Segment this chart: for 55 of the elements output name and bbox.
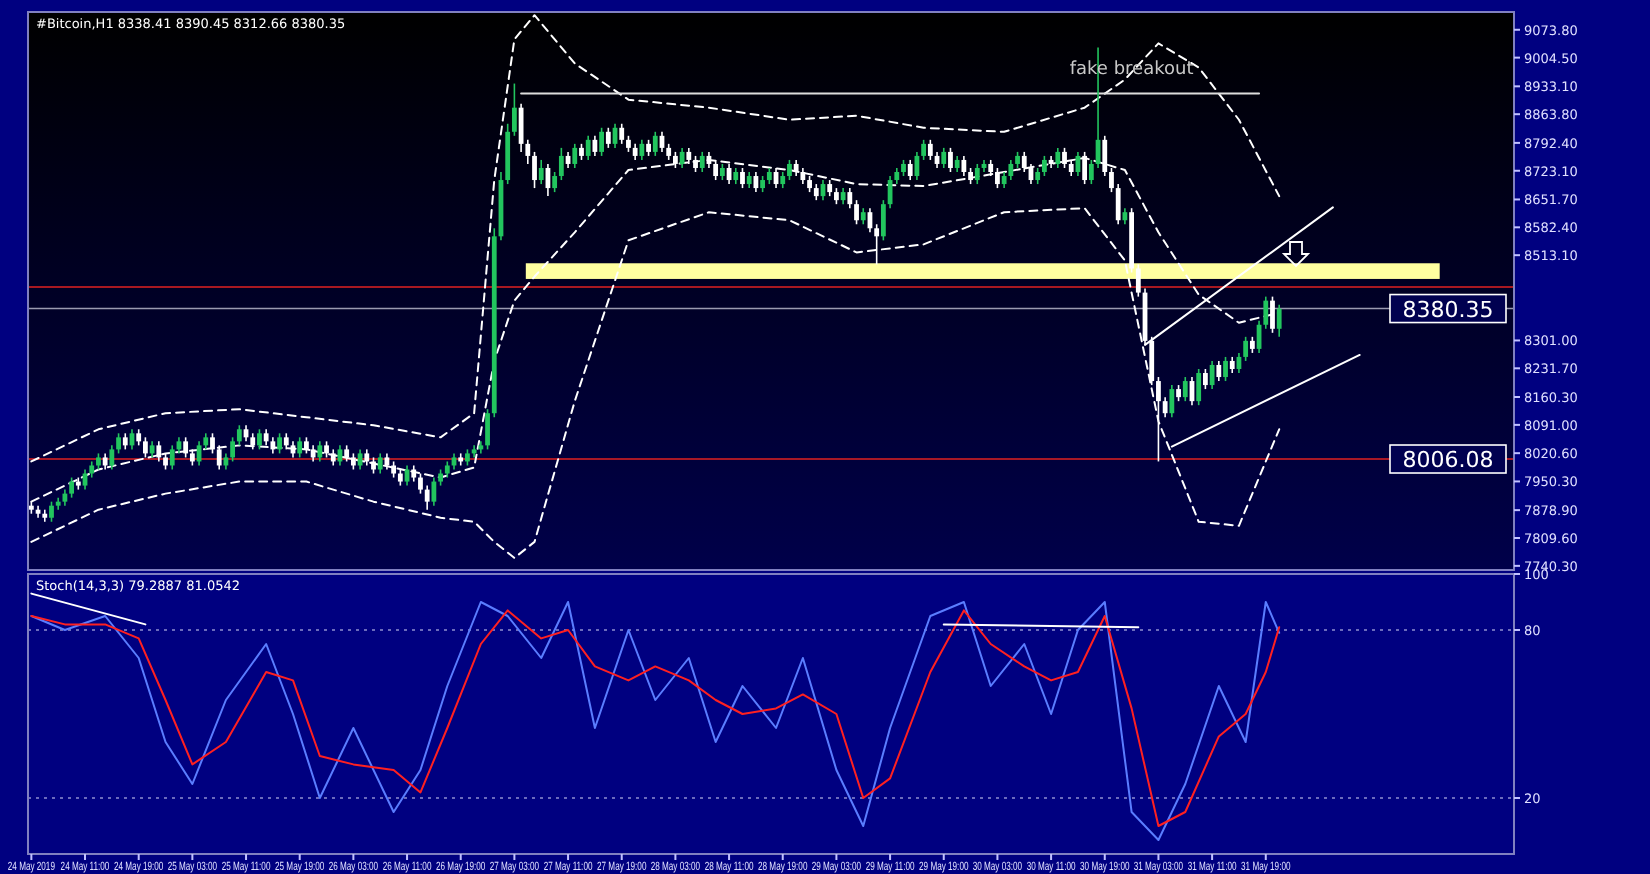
candlestick — [592, 135, 598, 157]
candlestick — [1209, 360, 1215, 390]
line-series — [30, 14, 1281, 463]
candlestick — [1216, 360, 1222, 382]
candlestick — [639, 139, 645, 161]
candlestick — [431, 476, 437, 507]
candlestick — [1008, 159, 1014, 181]
candlestick — [1041, 155, 1047, 177]
candlestick — [424, 484, 430, 511]
candlestick — [927, 139, 933, 161]
candlestick — [377, 452, 383, 475]
candlestick — [230, 436, 236, 463]
candlestick — [995, 167, 1000, 189]
candlestick — [109, 444, 115, 471]
candlestick — [740, 167, 745, 189]
candlestick — [699, 151, 705, 173]
ref-line-label: 8380.35 — [1402, 296, 1494, 323]
candlestick — [1196, 368, 1202, 406]
candlestick — [679, 147, 685, 169]
candlestick — [538, 159, 544, 185]
candlestick — [1055, 147, 1061, 169]
candlestick — [69, 476, 75, 499]
candlestick — [404, 464, 410, 487]
candlestick — [1202, 368, 1208, 390]
candlestick — [941, 147, 947, 169]
candlestick — [49, 500, 54, 523]
candlestick — [585, 135, 591, 161]
candlestick — [143, 436, 148, 459]
candlestick — [169, 444, 175, 471]
candlestick — [297, 436, 303, 459]
ref-line-label: 8006.08 — [1402, 447, 1494, 474]
candlestick — [652, 131, 658, 157]
candlestick — [572, 143, 578, 169]
candlestick — [257, 428, 262, 451]
candlestick — [605, 126, 611, 149]
candlestick — [236, 424, 242, 447]
candlestick — [787, 159, 792, 181]
candlestick — [1223, 356, 1228, 382]
candlestick — [183, 436, 189, 459]
candlestick — [156, 440, 162, 463]
candlestick — [558, 147, 564, 181]
candlestick — [1270, 295, 1275, 334]
candlestick — [277, 432, 282, 455]
candlestick — [599, 126, 604, 157]
candlestick — [552, 171, 558, 193]
candlestick — [619, 122, 625, 145]
candlestick — [1169, 384, 1175, 419]
candlestick — [216, 444, 222, 471]
candlestick — [317, 440, 323, 463]
candlestick — [511, 82, 517, 137]
candlestick — [1182, 376, 1188, 402]
candlestick — [948, 147, 953, 173]
candlestick — [907, 159, 913, 181]
candlestick — [974, 163, 980, 185]
candlestick — [1276, 303, 1282, 338]
